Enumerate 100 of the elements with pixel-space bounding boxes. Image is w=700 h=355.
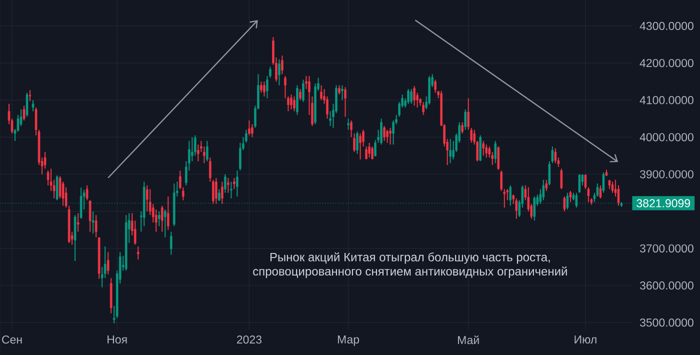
- candlestick: [290, 94, 292, 110]
- candlestick: [347, 118, 350, 130]
- candlestick: [302, 79, 304, 102]
- candlestick: [374, 140, 376, 157]
- y-tick-label: 4300.0000: [640, 22, 694, 30]
- candlestick: [461, 122, 464, 134]
- y-tick-label: 4100.0000: [640, 96, 694, 104]
- candlestick: [263, 81, 266, 97]
- y-tick-label: 3600.0000: [640, 281, 694, 290]
- candlestick: [218, 188, 220, 202]
- candlestick: [470, 127, 473, 144]
- candlestick: [554, 148, 557, 164]
- candlestick: [236, 170, 238, 198]
- candlestick: [92, 210, 94, 234]
- candlestick: [389, 127, 392, 146]
- candlestick: [371, 146, 374, 160]
- candlestick: [296, 84, 298, 116]
- candlestick: [32, 100, 34, 112]
- candlestick: [341, 84, 344, 101]
- candlestick: [209, 157, 212, 182]
- candlestick: [94, 214, 98, 238]
- candlestick: [206, 140, 208, 162]
- candlestick: [485, 144, 488, 158]
- candlestick: [28, 90, 32, 102]
- candlestick: [407, 88, 410, 104]
- candlestick: [434, 79, 436, 94]
- y-tick-label: 4000.0000: [640, 133, 694, 142]
- candlestick: [344, 86, 346, 118]
- candlestick: [56, 174, 58, 201]
- candlestick: [76, 212, 80, 232]
- candlestick: [170, 231, 172, 256]
- candlestick: [221, 181, 224, 204]
- candlestick: [569, 190, 572, 203]
- candlestick: [215, 177, 218, 204]
- candlestick: [281, 55, 284, 75]
- annotation: Рынок акций Китая отыграл большую часть роста,: [270, 252, 550, 264]
- candlestick: [338, 84, 340, 96]
- candlestick: [368, 142, 370, 158]
- candlestick: [350, 120, 352, 138]
- y-tick-label: 3900.0000: [640, 170, 694, 178]
- candlestick: [278, 58, 280, 86]
- candlestick: [482, 140, 485, 156]
- candlestick: [563, 196, 566, 212]
- candlestick: [560, 168, 563, 190]
- candlestick: [22, 105, 26, 121]
- candlestick: [146, 184, 148, 212]
- x-tick-label: Сен: [2, 336, 22, 344]
- candlestick: [164, 208, 166, 238]
- candlestick: [494, 140, 497, 164]
- candlestick: [515, 198, 518, 220]
- candlestick: [578, 174, 581, 194]
- candlestick: [386, 129, 388, 144]
- candlestick: [167, 196, 170, 230]
- candlestick: [422, 101, 424, 116]
- candlestick: [227, 177, 230, 194]
- candlestick: [383, 126, 386, 142]
- candlestick: [464, 108, 467, 130]
- candlestick: [356, 131, 358, 154]
- candlestick: [359, 132, 362, 160]
- x-tick-label: Июл: [574, 336, 596, 344]
- candlestick: [224, 174, 226, 194]
- candlestick: [542, 179, 545, 201]
- candlestick: [449, 138, 452, 164]
- candlestick: [353, 132, 356, 153]
- candlestick: [230, 181, 232, 199]
- candlestick: [212, 179, 214, 204]
- x-tick-label: Май: [458, 336, 479, 344]
- candlestick: [551, 146, 554, 164]
- candlestick: [365, 146, 368, 160]
- y-tick-label: 3500.0000: [640, 318, 694, 327]
- candlestick: [599, 184, 602, 199]
- candlestick: [380, 118, 382, 146]
- candlestick: [158, 210, 160, 227]
- candlestick: [497, 146, 500, 170]
- candlestick: [413, 86, 416, 106]
- candlestick: [305, 76, 308, 90]
- y-tick-label: 3700.0000: [640, 244, 694, 252]
- candlestick: [26, 92, 28, 118]
- candlestick: [548, 160, 551, 186]
- candlestick: [88, 200, 92, 232]
- candlestick: [293, 96, 296, 112]
- candlestick: [320, 84, 322, 101]
- candlestick: [251, 124, 254, 138]
- candlestick: [545, 179, 548, 192]
- candlestick: [410, 88, 412, 104]
- candlestick: [160, 205, 164, 232]
- candlestick: [260, 81, 262, 94]
- candlestick: [136, 246, 140, 260]
- candlestick: [74, 214, 76, 262]
- candlestick: [233, 177, 236, 190]
- candlestick: [191, 136, 194, 162]
- candlestick: [467, 98, 470, 130]
- y-tick-label: 4200.0000: [640, 58, 694, 68]
- x-tick-label: Мар: [338, 336, 360, 346]
- candlestick: [602, 172, 605, 194]
- candlestick: [416, 92, 418, 108]
- candlestick: [197, 144, 200, 162]
- candlestick: [106, 252, 110, 275]
- candlestick: [248, 120, 250, 136]
- x-tick-label: 2023: [236, 336, 262, 344]
